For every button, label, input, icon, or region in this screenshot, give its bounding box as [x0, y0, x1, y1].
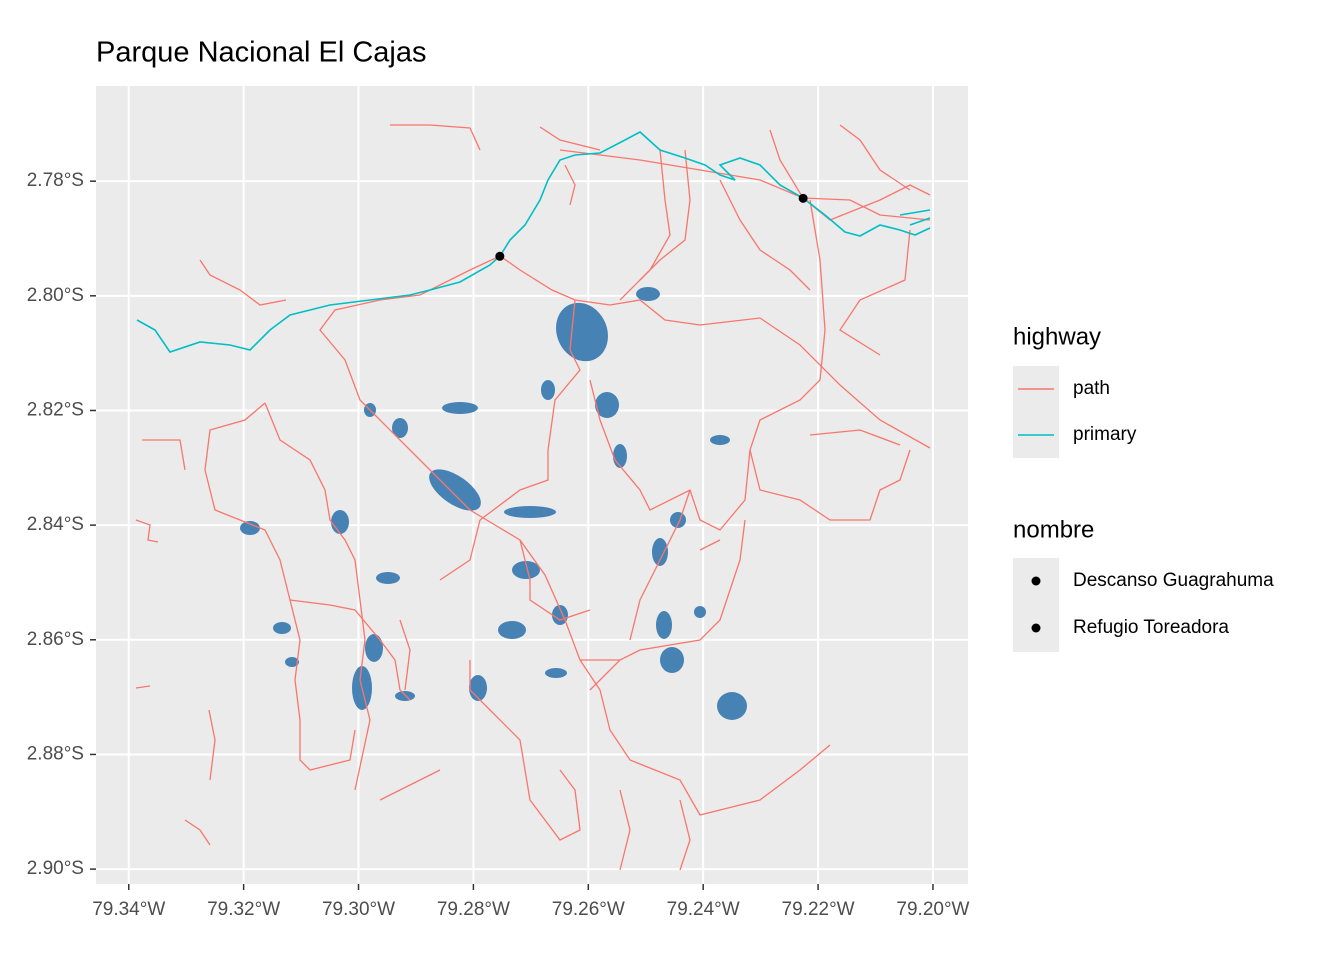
- x-tick-label: 79.30°W: [322, 899, 395, 920]
- lake: [429, 469, 481, 511]
- lake: [273, 622, 291, 634]
- lake: [469, 675, 487, 701]
- legend-label: path: [1073, 378, 1110, 399]
- legend-swatch: [1031, 623, 1041, 633]
- path: [469, 660, 581, 841]
- legend-title: highway: [1013, 323, 1101, 350]
- lake: [656, 611, 672, 639]
- path: [184, 819, 211, 846]
- lake: [652, 538, 668, 566]
- path: [204, 402, 356, 771]
- place-point: [495, 251, 505, 261]
- lake: [717, 692, 747, 720]
- path: [589, 199, 826, 531]
- lake: [365, 634, 383, 662]
- path: [589, 519, 746, 691]
- lake: [376, 572, 400, 584]
- path: [519, 539, 591, 621]
- lake: [595, 392, 619, 418]
- path: [809, 429, 901, 446]
- lake: [331, 510, 349, 534]
- x-tick-label: 79.34°W: [92, 899, 165, 920]
- lake: [395, 691, 415, 701]
- lake: [512, 561, 540, 579]
- lake: [504, 506, 556, 518]
- lake: [552, 605, 568, 625]
- lake: [556, 302, 608, 362]
- y-tick-label: 2.82°S: [27, 399, 84, 420]
- legend-title: nombre: [1013, 516, 1094, 543]
- path: [719, 179, 811, 291]
- y-tick-label: 2.86°S: [27, 629, 84, 650]
- path: [135, 685, 151, 689]
- path: [619, 789, 631, 871]
- path: [379, 769, 441, 801]
- lake: [545, 668, 567, 678]
- lake: [636, 287, 660, 301]
- path: [564, 164, 576, 206]
- axes: 79.34°W 79.32°W 79.30°W 79.28°W 79.26°W 79.24…: [27, 170, 970, 920]
- place-point: [798, 193, 808, 203]
- lake: [710, 435, 730, 445]
- path: [539, 126, 601, 151]
- path: [264, 402, 371, 791]
- path: [479, 299, 581, 521]
- x-tick-label: 79.32°W: [207, 899, 280, 920]
- path: [639, 149, 691, 281]
- path: [699, 539, 721, 551]
- legend-label: primary: [1073, 424, 1137, 445]
- lake: [240, 521, 260, 535]
- y-tick-label: 2.84°S: [27, 514, 84, 535]
- lake: [498, 621, 526, 639]
- path: [142, 439, 186, 471]
- path: [208, 709, 216, 781]
- path: [679, 799, 691, 871]
- y-tick-label: 2.78°S: [27, 170, 84, 191]
- y-tick-label: 2.88°S: [27, 743, 84, 764]
- legend-label: Descanso Guagrahuma: [1073, 570, 1274, 591]
- y-tick-label: 2.90°S: [27, 858, 84, 879]
- panel: [96, 86, 968, 884]
- path: [839, 229, 911, 356]
- lake: [694, 606, 706, 618]
- lake: [660, 647, 684, 673]
- lake: [285, 657, 299, 667]
- primary-road: [136, 131, 931, 353]
- path: [839, 124, 911, 191]
- x-tick-label: 79.28°W: [437, 899, 510, 920]
- primary-road: [899, 209, 931, 226]
- lake: [613, 444, 627, 468]
- x-tick-label: 79.22°W: [782, 899, 855, 920]
- path: [199, 259, 287, 306]
- legend-label: Refugio Toreadora: [1073, 617, 1229, 638]
- lake: [670, 512, 686, 528]
- path: [499, 255, 931, 449]
- path: [390, 124, 481, 151]
- path: [559, 149, 931, 221]
- path: [629, 489, 691, 641]
- path: [135, 519, 159, 543]
- lake: [541, 380, 555, 400]
- features: [135, 124, 931, 871]
- path: [289, 599, 411, 701]
- y-tick-label: 2.80°S: [27, 285, 84, 306]
- x-tick-label: 79.26°W: [552, 899, 625, 920]
- legend: path primary Descanso Guagrahuma Refugio To…: [1013, 366, 1274, 652]
- path: [749, 449, 911, 521]
- lakes: [240, 287, 747, 720]
- x-tick-label: 79.24°W: [667, 899, 740, 920]
- x-tick-label: 79.20°W: [896, 899, 969, 920]
- path: [399, 619, 411, 691]
- path: [439, 519, 481, 581]
- lake: [392, 418, 408, 438]
- lake: [442, 402, 478, 414]
- legend-swatch: [1031, 576, 1041, 586]
- paths: [135, 124, 931, 871]
- chart-title: Parque Nacional El Cajas: [96, 37, 426, 69]
